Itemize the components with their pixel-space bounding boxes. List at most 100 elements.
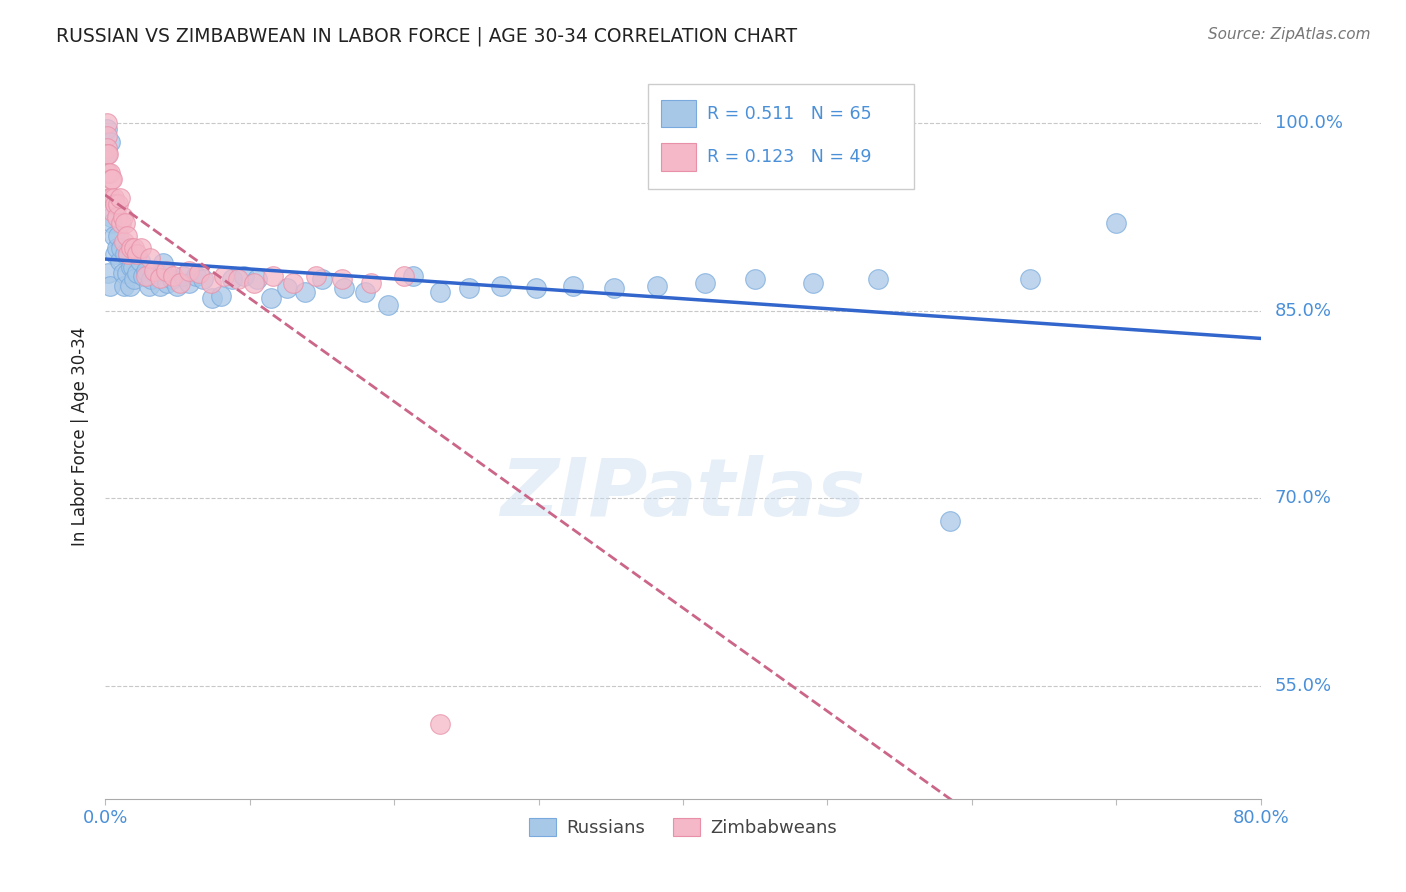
Point — [96, 128, 118, 143]
Point — [122, 272, 145, 286]
Point — [122, 241, 145, 255]
Point — [107, 197, 129, 211]
Point — [98, 135, 121, 149]
Point — [152, 256, 174, 270]
Point — [169, 277, 191, 291]
Point — [939, 514, 962, 528]
Point — [117, 247, 139, 261]
Point — [104, 247, 127, 261]
Point — [112, 235, 135, 249]
Point — [429, 285, 451, 299]
Point — [866, 272, 889, 286]
Point — [145, 263, 167, 277]
Point — [110, 241, 132, 255]
Point — [135, 263, 157, 277]
Point — [103, 228, 125, 243]
Point — [693, 277, 716, 291]
Point — [305, 268, 328, 283]
Text: 55.0%: 55.0% — [1275, 677, 1331, 695]
Point — [135, 268, 157, 283]
Point — [260, 291, 283, 305]
Point — [143, 263, 166, 277]
Point — [311, 272, 333, 286]
Point — [105, 241, 128, 255]
Point — [101, 203, 124, 218]
Point — [149, 278, 172, 293]
Point — [262, 268, 284, 283]
Point — [103, 191, 125, 205]
Point — [354, 285, 377, 299]
Point — [111, 210, 134, 224]
Point — [226, 272, 249, 286]
Text: 85.0%: 85.0% — [1275, 301, 1331, 319]
Point — [115, 228, 138, 243]
Point — [138, 278, 160, 293]
Point — [96, 122, 118, 136]
Point — [101, 172, 124, 186]
Point — [246, 272, 269, 286]
Point — [96, 166, 118, 180]
Point — [97, 266, 120, 280]
Point — [243, 277, 266, 291]
Point — [458, 281, 481, 295]
Point — [110, 216, 132, 230]
Point — [132, 268, 155, 283]
Point — [96, 141, 118, 155]
Point — [120, 260, 142, 274]
Point — [131, 241, 153, 255]
Point — [155, 263, 177, 277]
Point — [330, 272, 353, 286]
Point — [96, 147, 118, 161]
Text: 70.0%: 70.0% — [1275, 490, 1331, 508]
Point — [121, 260, 143, 274]
Point — [97, 191, 120, 205]
Point — [98, 278, 121, 293]
Legend: Russians, Zimbabweans: Russians, Zimbabweans — [522, 811, 845, 844]
Point — [645, 278, 668, 293]
Point — [177, 277, 200, 291]
Point — [160, 272, 183, 286]
Point — [209, 289, 232, 303]
Point — [221, 272, 243, 286]
FancyBboxPatch shape — [648, 84, 914, 189]
Point — [524, 281, 547, 295]
Point — [489, 278, 512, 293]
Point — [105, 210, 128, 224]
Point — [402, 268, 425, 283]
Point — [377, 297, 399, 311]
Point — [1018, 272, 1040, 286]
Point — [744, 272, 766, 286]
Point — [360, 277, 382, 291]
FancyBboxPatch shape — [661, 100, 696, 128]
Point — [156, 277, 179, 291]
Point — [112, 278, 135, 293]
Point — [1105, 216, 1128, 230]
Point — [332, 281, 354, 295]
Point — [100, 172, 122, 186]
Point — [294, 285, 316, 299]
Text: R = 0.511   N = 65: R = 0.511 N = 65 — [707, 104, 872, 122]
Point — [602, 281, 624, 295]
Point — [276, 281, 298, 295]
Point — [125, 247, 148, 261]
Point — [97, 147, 120, 161]
Point — [392, 268, 415, 283]
Point — [162, 268, 184, 283]
Point — [120, 241, 142, 255]
Point — [177, 263, 200, 277]
Point — [100, 210, 122, 224]
Point — [188, 266, 211, 280]
Text: RUSSIAN VS ZIMBABWEAN IN LABOR FORCE | AGE 30-34 CORRELATION CHART: RUSSIAN VS ZIMBABWEAN IN LABOR FORCE | A… — [56, 27, 797, 46]
Point — [101, 216, 124, 230]
Point — [186, 268, 208, 283]
Point — [281, 277, 304, 291]
Point — [108, 191, 131, 205]
Point — [128, 253, 150, 268]
Point — [166, 278, 188, 293]
Point — [212, 268, 235, 283]
Point — [107, 228, 129, 243]
Text: R = 0.123   N = 49: R = 0.123 N = 49 — [707, 148, 872, 166]
Point — [172, 268, 194, 283]
Text: ZIPatlas: ZIPatlas — [501, 455, 866, 533]
Point — [97, 166, 120, 180]
